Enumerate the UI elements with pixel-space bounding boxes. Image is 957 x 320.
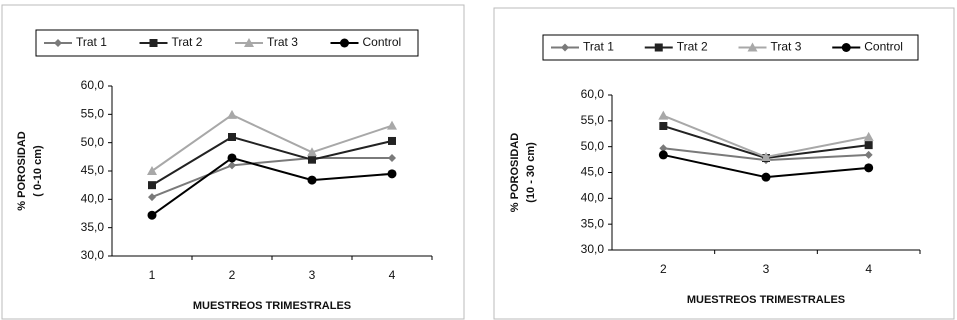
marker bbox=[761, 172, 771, 182]
marker bbox=[148, 181, 156, 190]
x-tick-label: 4 bbox=[865, 262, 872, 276]
x-tick-label: 2 bbox=[660, 262, 667, 276]
marker bbox=[864, 150, 873, 159]
y-axis-title: ( 0-10 cm) bbox=[32, 145, 44, 197]
marker bbox=[863, 131, 874, 141]
marker bbox=[147, 210, 157, 220]
y-tick-label: 35,0 bbox=[581, 216, 605, 230]
legend-label: Trat 1 bbox=[76, 35, 107, 49]
legend-label: Control bbox=[363, 35, 402, 49]
legend-label: Trat 2 bbox=[172, 35, 203, 49]
y-tick-label: 45,0 bbox=[581, 165, 605, 179]
marker bbox=[658, 150, 668, 160]
y-axis-title: % POROSIDAD bbox=[509, 133, 521, 213]
marker bbox=[147, 166, 157, 175]
legend-label: Trat 3 bbox=[771, 40, 802, 54]
marker bbox=[654, 43, 663, 52]
series-line bbox=[151, 113, 393, 172]
marker bbox=[388, 153, 396, 162]
y-tick-label: 45,0 bbox=[81, 163, 105, 177]
marker bbox=[227, 153, 237, 163]
marker bbox=[149, 39, 158, 47]
x-tick-label: 4 bbox=[389, 268, 396, 282]
x-tick-label: 3 bbox=[309, 268, 316, 282]
marker bbox=[54, 39, 62, 47]
marker bbox=[388, 136, 396, 145]
x-tick-label: 3 bbox=[763, 262, 770, 276]
marker bbox=[761, 152, 771, 161]
y-tick-label: 30,0 bbox=[581, 242, 605, 256]
legend-label: Trat 2 bbox=[677, 40, 708, 54]
x-axis-title: MUESTREOS TRIMESTRALES bbox=[193, 300, 351, 312]
marker bbox=[148, 193, 156, 202]
legend-label: Trat 3 bbox=[267, 35, 298, 49]
series-line bbox=[151, 135, 393, 187]
x-axis-title: MUESTREOS TRIMESTRALES bbox=[687, 294, 845, 306]
marker bbox=[340, 38, 349, 48]
marker bbox=[387, 169, 397, 179]
legend-label: Control bbox=[864, 40, 903, 54]
x-tick-label: 2 bbox=[229, 268, 236, 282]
marker bbox=[658, 110, 669, 120]
y-axis-title: % POROSIDAD bbox=[16, 131, 28, 211]
panel-frame bbox=[1, 4, 465, 320]
y-tick-label: 50,0 bbox=[581, 139, 605, 153]
marker bbox=[307, 147, 317, 157]
y-tick-label: 55,0 bbox=[81, 107, 105, 121]
y-tick-label: 55,0 bbox=[581, 113, 605, 127]
marker bbox=[244, 38, 254, 47]
marker bbox=[307, 175, 317, 185]
marker bbox=[308, 155, 316, 164]
marker bbox=[864, 163, 874, 173]
marker bbox=[227, 109, 237, 119]
marker bbox=[659, 144, 668, 153]
marker bbox=[387, 120, 397, 130]
panel-frame bbox=[493, 7, 955, 320]
y-axis-title: (10 - 30 cm) bbox=[525, 142, 537, 203]
y-tick-label: 60,0 bbox=[581, 87, 605, 101]
marker bbox=[228, 133, 236, 141]
marker bbox=[747, 42, 758, 52]
marker bbox=[561, 43, 569, 52]
y-tick-label: 40,0 bbox=[581, 191, 605, 205]
marker bbox=[228, 161, 236, 170]
marker bbox=[864, 141, 873, 150]
marker bbox=[659, 122, 668, 130]
series-line bbox=[151, 156, 393, 217]
y-tick-label: 60,0 bbox=[81, 78, 105, 92]
y-tick-label: 40,0 bbox=[81, 192, 105, 206]
legend-label: Trat 1 bbox=[583, 40, 614, 54]
x-tick-label: 1 bbox=[149, 268, 156, 282]
series-line bbox=[151, 156, 392, 198]
y-tick-label: 30,0 bbox=[81, 248, 105, 262]
marker bbox=[841, 43, 851, 52]
y-tick-label: 35,0 bbox=[81, 220, 105, 234]
y-tick-label: 50,0 bbox=[81, 135, 105, 149]
